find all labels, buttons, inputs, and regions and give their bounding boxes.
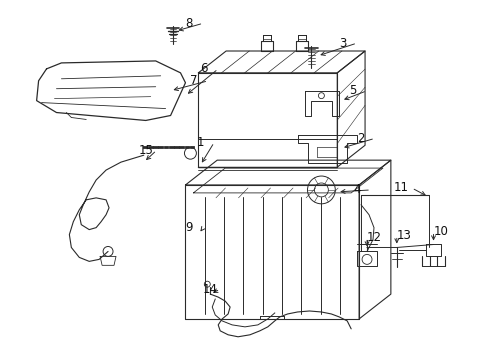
Text: 14: 14 bbox=[202, 283, 217, 296]
Text: 7: 7 bbox=[190, 74, 198, 87]
Text: 8: 8 bbox=[185, 17, 192, 30]
Text: 5: 5 bbox=[348, 84, 356, 97]
Text: 1: 1 bbox=[196, 136, 203, 149]
Text: 15: 15 bbox=[139, 144, 153, 157]
Text: 4: 4 bbox=[352, 184, 360, 197]
Text: 12: 12 bbox=[366, 231, 381, 244]
Text: 2: 2 bbox=[356, 132, 364, 145]
Text: 10: 10 bbox=[433, 225, 447, 238]
Text: 13: 13 bbox=[396, 229, 411, 242]
Text: 11: 11 bbox=[393, 181, 408, 194]
Text: 3: 3 bbox=[339, 37, 346, 50]
Text: 9: 9 bbox=[185, 221, 193, 234]
Text: 6: 6 bbox=[200, 62, 207, 75]
